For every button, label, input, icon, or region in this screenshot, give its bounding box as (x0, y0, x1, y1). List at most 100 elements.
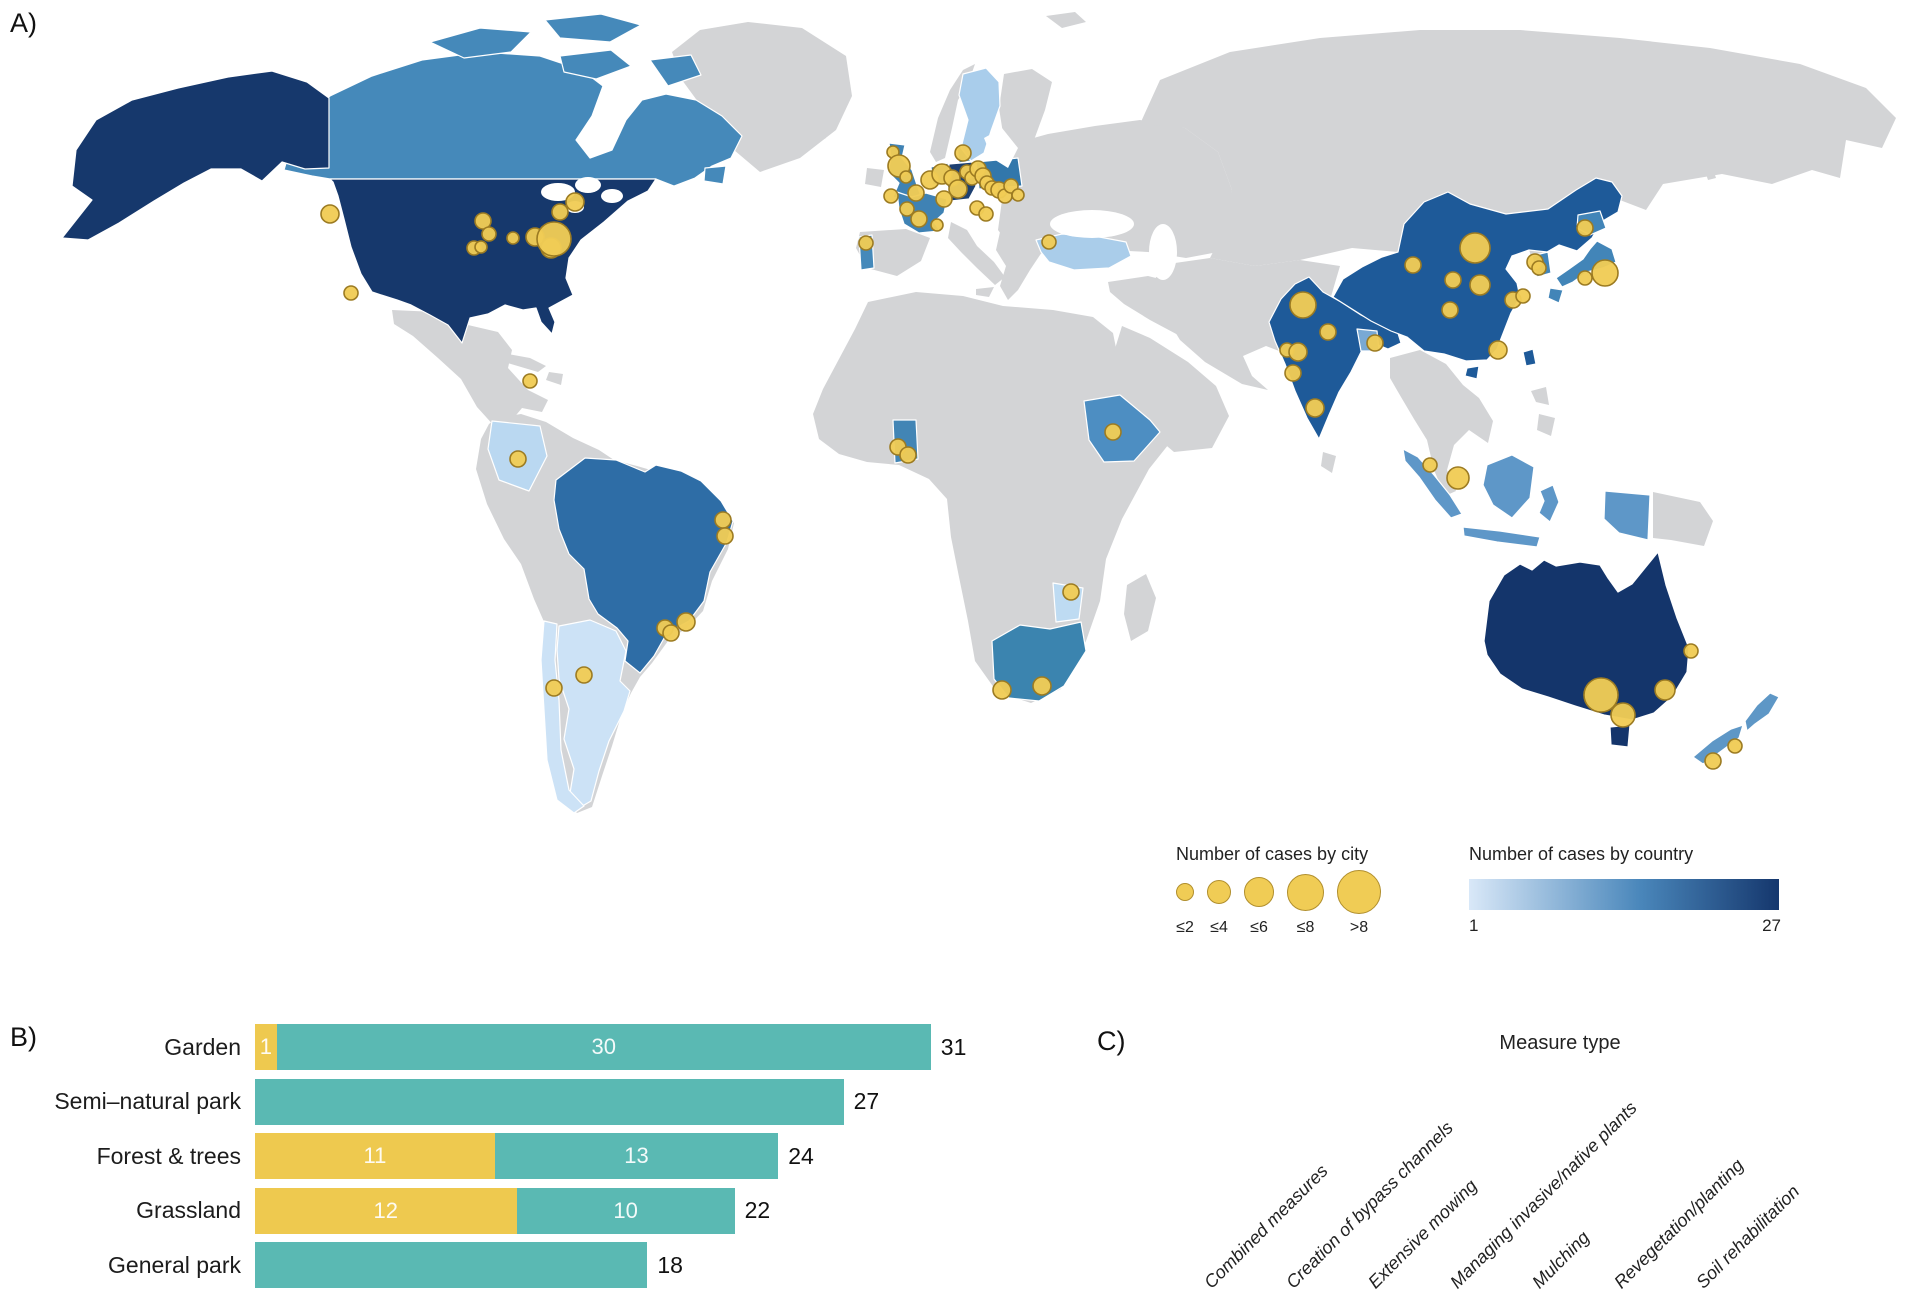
city-marker (899, 201, 915, 217)
city-marker (714, 511, 732, 529)
country-gradient-bar (1469, 879, 1779, 910)
city-marker (858, 235, 874, 251)
city-marker (1422, 457, 1438, 473)
city-marker (575, 666, 593, 684)
bar-total-label: 22 (744, 1197, 771, 1223)
city-marker (1305, 398, 1325, 418)
bar-track (255, 1078, 844, 1125)
city-marker (1610, 702, 1636, 728)
legend-size-class: ≤2 (1176, 869, 1194, 937)
legend-size-label: ≤6 (1250, 919, 1268, 936)
bar-category-label: Forest & trees (96, 1142, 241, 1169)
city-marker (481, 226, 497, 242)
legend-size-class: ≤8 (1287, 869, 1324, 937)
city-marker (1704, 752, 1722, 770)
legend-size-label: ≤8 (1296, 919, 1315, 936)
city-markers (320, 144, 1743, 770)
city-marker (1288, 342, 1308, 362)
bar-total-label: 18 (657, 1251, 683, 1278)
bar-track: 11 13 (255, 1133, 779, 1179)
city-marker (1469, 274, 1491, 296)
city-marker (883, 188, 899, 204)
legend-size-circle (1176, 883, 1194, 901)
country-ethiopia (1083, 394, 1161, 463)
country-usa (329, 178, 657, 344)
country-usa (61, 70, 330, 241)
legend-cases-by-city: Number of cases by city ≤2 ≤4 ≤6 ≤8 >8 (1176, 844, 1444, 937)
bar-track: 1 30 (255, 1024, 931, 1070)
city-marker (1727, 738, 1743, 754)
gradient-max-label: 27 (1762, 916, 1781, 935)
bar-segment-teal: 10 (516, 1187, 735, 1234)
country-japan (1555, 240, 1617, 288)
city-marker (551, 203, 569, 221)
bar-track (255, 1242, 648, 1288)
country-nz (1744, 692, 1780, 732)
country-china (1522, 348, 1537, 367)
legend-size-row: ≤2 ≤4 ≤6 ≤8 >8 (1176, 869, 1444, 937)
bar-row: Forest & trees 11 13 24 (0, 1133, 1060, 1179)
city-marker (1104, 423, 1122, 441)
bar-row: Semi–natural park 27 (0, 1078, 1060, 1125)
legend-size-circle (1207, 880, 1231, 904)
city-marker (1488, 340, 1508, 360)
city-marker (320, 204, 340, 224)
bar-total-label: 27 (853, 1088, 880, 1114)
city-marker (662, 624, 680, 642)
city-marker (910, 210, 928, 228)
city-marker (930, 218, 944, 232)
city-marker (1444, 271, 1462, 289)
city-marker (343, 285, 359, 301)
city-marker (545, 679, 563, 697)
country-indonesia (1538, 484, 1560, 523)
measure-type-title: Measure type (1499, 1032, 1621, 1054)
city-marker (536, 221, 572, 257)
bar-category-label: Grassland (136, 1197, 241, 1223)
bar-segment-teal (255, 1078, 844, 1125)
bar-category-label: Semi–natural park (54, 1088, 241, 1114)
country-sweden (958, 67, 1001, 162)
bar-segment-yellow: 11 (255, 1133, 495, 1179)
city-marker (1654, 679, 1676, 701)
city-marker (1576, 219, 1594, 237)
legend-size-class: ≤6 (1244, 869, 1274, 937)
country-canada (649, 54, 702, 87)
city-marker (522, 373, 538, 389)
world-map-panel (61, 12, 1896, 814)
country-canada (703, 165, 727, 185)
country-indonesia (1603, 490, 1651, 541)
bar-segment-teal (255, 1242, 648, 1288)
legend-size-label: >8 (1349, 919, 1369, 936)
legend-size-class: ≤4 (1207, 869, 1231, 937)
country-canada (429, 27, 532, 59)
bar-segment-teal: 30 (276, 1024, 931, 1070)
city-marker (992, 680, 1012, 700)
city-marker (1319, 323, 1337, 341)
panel-c-label: C) (1097, 1026, 1126, 1056)
bar-segment-yellow: 1 (255, 1024, 277, 1070)
bar-category-label: General park (108, 1251, 241, 1278)
city-marker (1032, 676, 1052, 696)
legend-size-circle (1337, 870, 1381, 914)
country-indonesia (1482, 454, 1535, 519)
country-australia (1609, 724, 1631, 748)
country-china (1332, 177, 1623, 362)
country-canada (559, 49, 632, 80)
bar-row: Garden 1 30 31 (0, 1024, 1060, 1070)
city-marker (1062, 583, 1080, 601)
legend-size-circle (1244, 877, 1274, 907)
measure-column-label: Mulching (1528, 1227, 1594, 1293)
bar-row: Grassland 12 10 22 (0, 1187, 1060, 1234)
legend-size-circle (1287, 873, 1324, 911)
country-australia (1483, 551, 1690, 721)
legend-country-title: Number of cases by country (1469, 844, 1694, 864)
bar-category-label: Garden (164, 1033, 241, 1060)
city-marker (1515, 288, 1531, 304)
measure-column-label: Creation of bypass channels (1282, 1117, 1457, 1293)
land-type-bar-chart: Garden 1 30 31 Semi–natural park 27 Forest & t… (0, 1024, 1060, 1297)
panel-a-label: A) (10, 8, 37, 38)
country-china (1464, 365, 1480, 380)
city-marker (716, 527, 734, 545)
gradient-labels: 1 27 (1469, 916, 1781, 936)
city-marker (1041, 234, 1057, 250)
